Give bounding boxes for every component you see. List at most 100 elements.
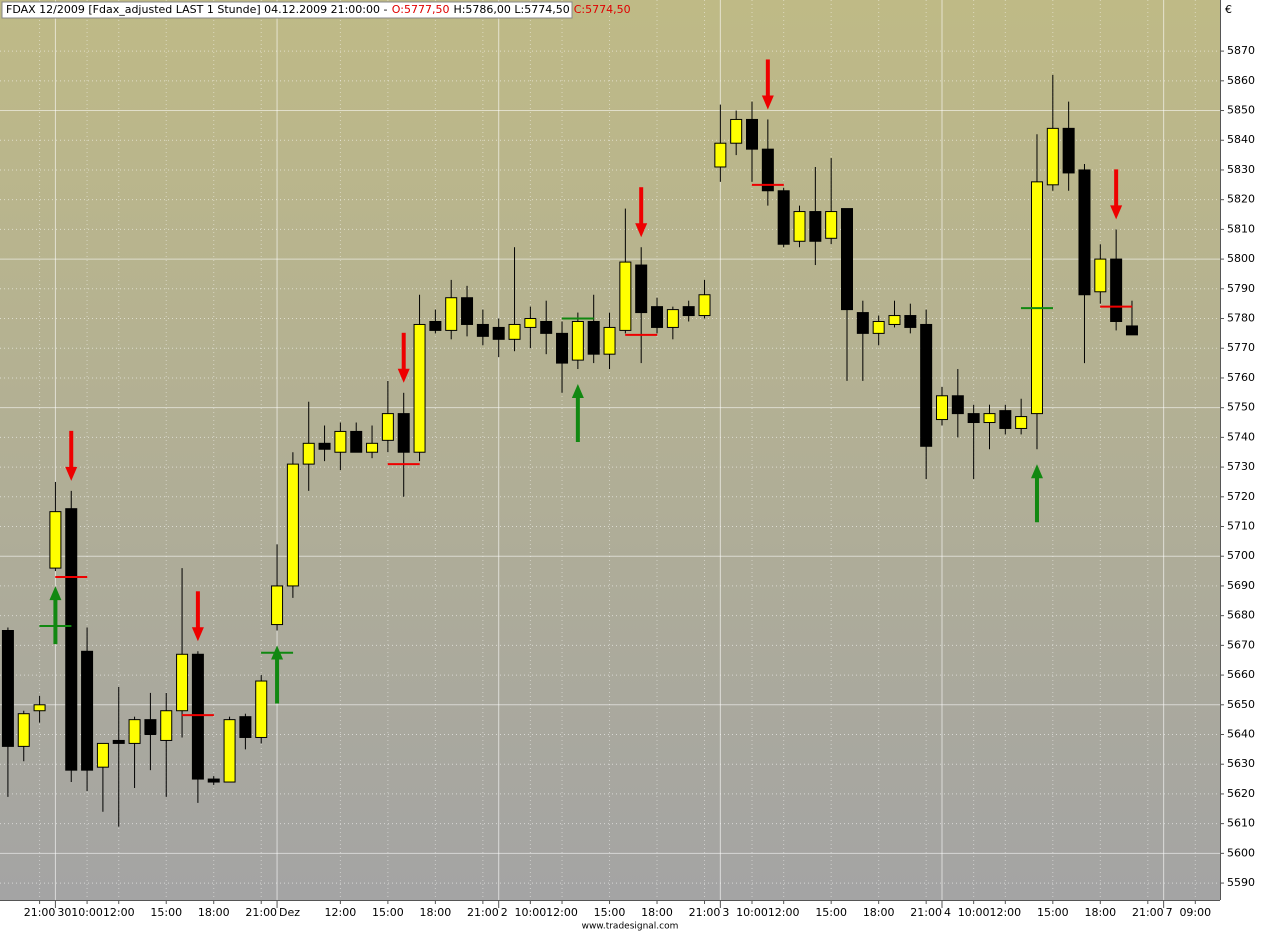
candle-body	[603, 326, 616, 355]
candle-body	[651, 306, 664, 328]
y-tick-label: 5710	[1227, 520, 1255, 533]
candle-body	[904, 315, 917, 328]
candle-body	[967, 413, 980, 424]
x-tick-label: 21:00	[910, 906, 942, 919]
candle-body	[635, 264, 648, 314]
x-tick-label: 12:00	[103, 906, 135, 919]
y-tick-label: 5790	[1227, 282, 1255, 295]
arrow-head	[1110, 205, 1123, 220]
title-box	[1, 1, 573, 19]
candle-body	[556, 332, 569, 364]
candle-body	[587, 320, 600, 355]
x-tick-label: 12:00	[546, 906, 578, 919]
x-tick-label: 18:00	[1084, 906, 1116, 919]
candle-body	[160, 710, 173, 741]
candle-body	[809, 211, 822, 242]
candle-body	[49, 511, 62, 569]
x-tick-label: 15:00	[815, 906, 847, 919]
candle-body	[492, 326, 505, 340]
candle-body	[920, 323, 933, 447]
arrow-head	[191, 627, 204, 642]
x-tick-label: 10:00	[958, 906, 990, 919]
arrow-head	[635, 223, 648, 238]
candle-body	[350, 430, 363, 453]
candle-body	[96, 742, 109, 768]
candle-body	[176, 653, 189, 712]
candle-body	[271, 585, 284, 626]
y-tick-label: 5700	[1227, 549, 1255, 562]
candle-body	[714, 142, 727, 168]
candle-body	[571, 320, 584, 361]
x-tick-label: 18:00	[198, 906, 230, 919]
sell-arrow	[761, 59, 774, 110]
y-tick-label: 5640	[1227, 727, 1255, 740]
y-tick-label: 5660	[1227, 668, 1255, 681]
y-tick-label: 5720	[1227, 490, 1255, 503]
candle-body	[872, 320, 885, 334]
candle-body	[1046, 127, 1059, 186]
arrow-head	[397, 368, 410, 383]
candle-body	[730, 118, 743, 144]
candle-body	[1, 630, 14, 747]
candle-body	[191, 653, 204, 780]
candle-body	[476, 323, 489, 337]
buy-arrow	[1030, 464, 1043, 523]
buy-arrow	[271, 645, 284, 704]
candle-body	[746, 118, 759, 150]
x-tick-label: 15:00	[150, 906, 182, 919]
candle-body	[682, 306, 695, 317]
arrow-head	[761, 95, 774, 110]
candle-body	[524, 318, 537, 328]
candle-body	[761, 148, 774, 192]
y-tick-label: 5800	[1227, 252, 1255, 265]
y-tick-label: 5740	[1227, 430, 1255, 443]
y-tick-label: 5620	[1227, 787, 1255, 800]
x-day-label: 2	[501, 906, 508, 919]
sell-arrow	[1110, 169, 1123, 220]
x-tick-label: 15:00	[594, 906, 626, 919]
candle-body	[286, 463, 299, 587]
candle-body	[33, 704, 46, 712]
candle-body	[1078, 169, 1091, 296]
y-tick-label: 5610	[1227, 817, 1255, 830]
y-tick-label: 5750	[1227, 401, 1255, 414]
candle-body	[540, 320, 553, 334]
candle-body	[508, 323, 521, 340]
y-tick-label: 5650	[1227, 698, 1255, 711]
title-part: C:5774,50	[574, 3, 631, 16]
candle-body	[1094, 258, 1107, 293]
candle-body	[951, 395, 964, 415]
x-tick-label: 21:00	[1132, 906, 1164, 919]
candle-body	[999, 410, 1012, 429]
candle-body	[397, 413, 410, 453]
x-day-label: 7	[1166, 906, 1173, 919]
candle-body	[698, 294, 711, 317]
candle-body	[935, 395, 948, 421]
x-tick-label: 12:00	[325, 906, 357, 919]
y-tick-label: 5600	[1227, 846, 1255, 859]
x-day-label: 3	[722, 906, 729, 919]
chart-title: FDAX 12/2009 [Fdax_adjusted LAST 1 Stund…	[6, 3, 631, 16]
y-tick-label: 5730	[1227, 460, 1255, 473]
y-tick-label: 5770	[1227, 341, 1255, 354]
y-tick-label: 5780	[1227, 312, 1255, 325]
x-tick-label: 21:00	[24, 906, 56, 919]
y-tick-label: 5760	[1227, 371, 1255, 384]
y-tick-label: 5830	[1227, 163, 1255, 176]
x-day-label: 4	[944, 906, 951, 919]
y-tick-label: 5810	[1227, 222, 1255, 235]
candle-body	[1062, 127, 1075, 174]
buy-arrow	[49, 586, 62, 645]
candle-body	[302, 442, 315, 465]
x-tick-label: 10:00	[71, 906, 103, 919]
candle-body	[856, 312, 869, 334]
y-tick-label: 5820	[1227, 193, 1255, 206]
x-tick-label: 15:00	[372, 906, 404, 919]
candle-body	[461, 297, 474, 325]
buy-arrow	[571, 384, 584, 443]
candle-body	[619, 261, 632, 331]
candle-body	[1015, 416, 1028, 429]
x-tick-label: 21:00	[689, 906, 721, 919]
y-tick-label: 5680	[1227, 609, 1255, 622]
